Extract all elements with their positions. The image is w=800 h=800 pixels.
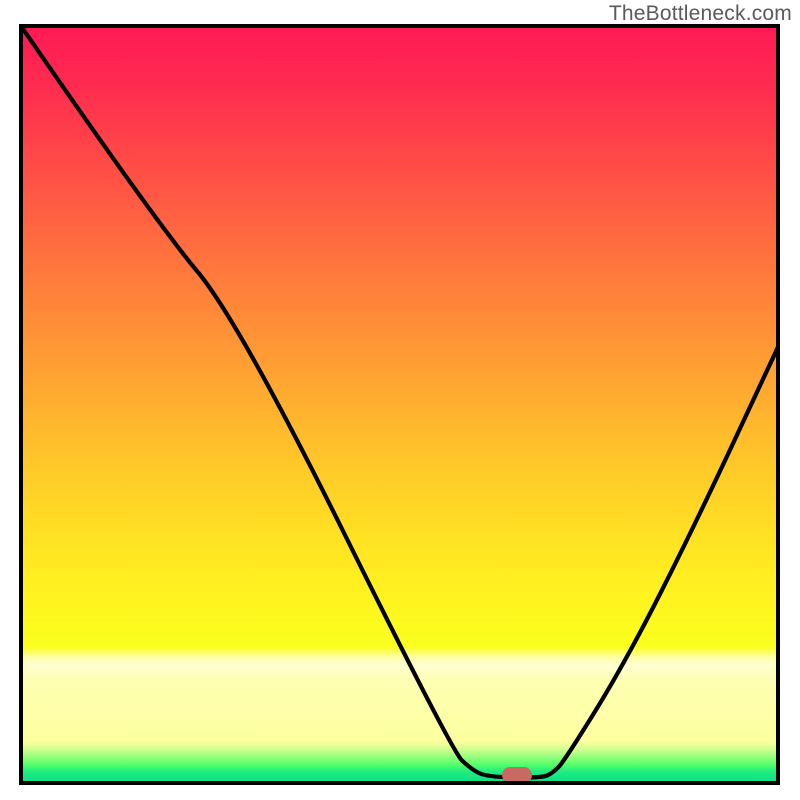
optimal-marker [502, 767, 532, 783]
bottleneck-chart [0, 0, 800, 800]
plot-background [21, 26, 778, 783]
chart-container: TheBottleneck.com [0, 0, 800, 800]
